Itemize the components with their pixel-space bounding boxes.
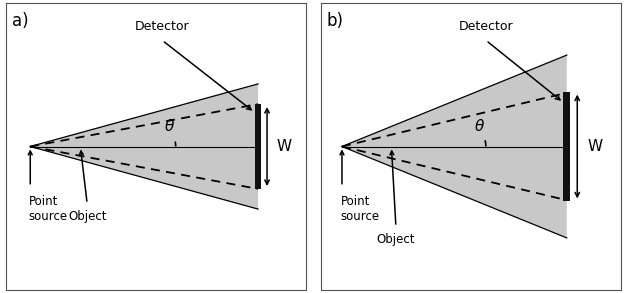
Text: a): a) [13, 11, 29, 30]
Text: Object: Object [377, 233, 415, 246]
Text: θ: θ [165, 119, 174, 134]
Text: b): b) [327, 11, 344, 30]
Polygon shape [30, 84, 258, 209]
Polygon shape [342, 55, 567, 238]
Bar [564, 92, 570, 201]
Text: W: W [587, 139, 603, 154]
Text: θ: θ [475, 119, 485, 134]
Text: Point
source: Point source [29, 195, 68, 223]
Text: Point
source: Point source [340, 195, 379, 223]
Text: Detector: Detector [135, 20, 189, 33]
Text: Object: Object [68, 210, 107, 223]
Bar [255, 104, 261, 189]
Text: W: W [276, 139, 291, 154]
Text: Detector: Detector [458, 20, 513, 33]
